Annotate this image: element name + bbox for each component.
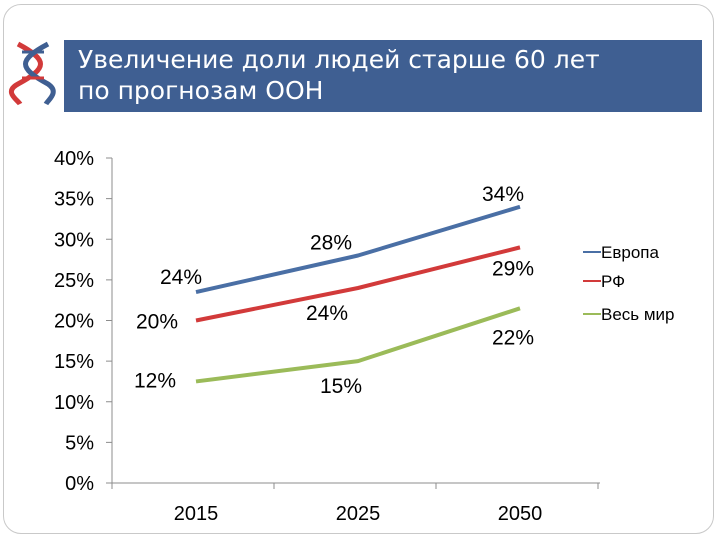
y-tick-label: 5% [65,432,94,454]
data-label: 22% [492,326,534,349]
series-line [195,306,521,384]
y-tick-label: 35% [54,189,94,211]
slide-frame [3,4,714,534]
y-tick-label: 30% [54,229,94,251]
x-tick-label: 2050 [498,503,543,525]
y-tick-label: 20% [54,311,94,333]
slide-title-line-2: по прогнозам ООН [78,76,324,105]
x-tick-label: 2015 [174,503,219,525]
data-label: 12% [134,369,176,392]
y-tick-label: 0% [65,473,94,495]
data-label: 34% [482,183,524,206]
y-tick-label: 10% [54,392,94,414]
y-tick-label: 25% [54,270,94,292]
title-bar [64,40,702,112]
series-line [195,204,521,295]
data-label: 24% [306,302,348,325]
legend-label: РФ [601,272,625,291]
y-tick-label: 15% [54,351,94,373]
legend-label: Весь мир [601,305,675,324]
x-tick-label: 2025 [336,503,381,525]
y-tick-label: 40% [54,148,94,170]
data-label: 20% [136,311,178,334]
data-label: 29% [492,257,534,280]
data-label: 15% [320,375,362,398]
data-label: 28% [310,232,352,255]
legend-label: Европа [601,243,659,262]
data-label: 24% [160,266,202,289]
dna-helix-icon [9,41,56,106]
series-line [195,245,521,323]
slide-title-line-1: Увеличение доли людей старше 60 лет [78,45,600,74]
slide-title: Увеличение доли людей старше 60 лет по п… [78,44,678,106]
